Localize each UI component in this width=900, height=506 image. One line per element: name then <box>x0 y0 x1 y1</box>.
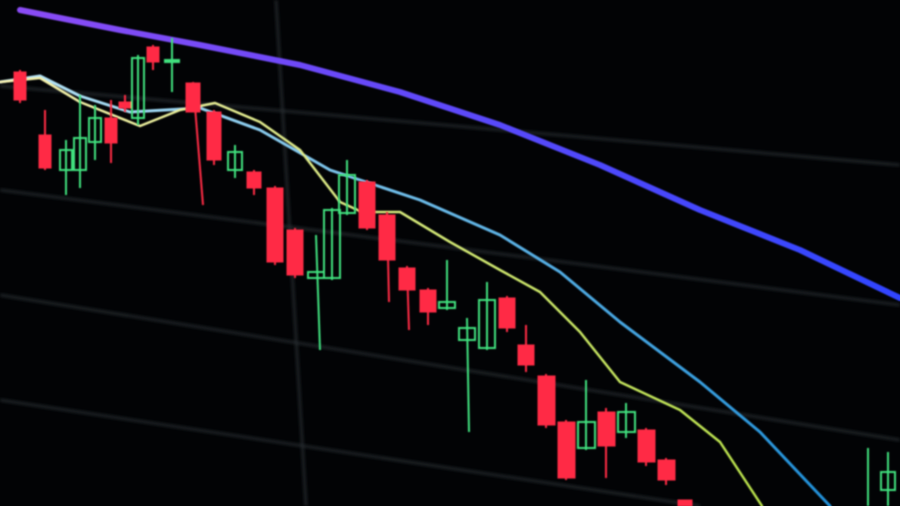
candle <box>73 95 87 188</box>
body <box>131 57 145 119</box>
candle <box>677 499 693 506</box>
body <box>398 267 416 291</box>
body <box>657 459 676 481</box>
body <box>458 327 476 341</box>
candle <box>38 110 52 170</box>
candle <box>537 374 556 428</box>
body <box>118 101 132 109</box>
body <box>577 421 596 449</box>
candle <box>378 211 396 303</box>
candle <box>657 458 676 485</box>
candle <box>13 70 27 103</box>
candle <box>104 100 118 163</box>
body <box>358 181 376 229</box>
candle <box>206 110 222 165</box>
candles <box>13 38 896 506</box>
wick <box>466 317 470 433</box>
body <box>246 171 262 189</box>
body <box>557 421 576 479</box>
grid-line <box>0 294 900 441</box>
body <box>677 499 693 506</box>
candle <box>164 38 180 92</box>
body <box>206 111 222 161</box>
body <box>419 289 437 313</box>
body <box>498 297 516 329</box>
body <box>617 411 636 433</box>
body <box>478 299 496 349</box>
body <box>323 209 341 279</box>
long-average-line <box>17 7 900 301</box>
candle <box>227 145 243 178</box>
candle <box>577 380 596 450</box>
grid-line <box>0 189 900 306</box>
candle <box>637 428 656 466</box>
candle <box>498 296 516 332</box>
candle <box>286 228 304 278</box>
body <box>146 46 160 63</box>
candle <box>323 208 341 280</box>
candle <box>880 452 896 506</box>
candle <box>438 260 456 310</box>
candle <box>146 45 160 70</box>
candle <box>59 140 73 195</box>
body <box>13 71 27 101</box>
body <box>266 187 284 263</box>
body <box>227 151 243 171</box>
candle <box>338 160 356 215</box>
candle <box>458 317 476 433</box>
body <box>38 134 52 169</box>
candle <box>557 420 576 480</box>
body <box>164 59 180 63</box>
body <box>59 149 73 171</box>
body <box>597 411 616 447</box>
body <box>537 375 556 426</box>
body <box>73 137 87 171</box>
grid-line <box>0 85 900 166</box>
body <box>185 82 201 113</box>
candle <box>88 105 102 160</box>
body <box>378 214 396 261</box>
candle <box>246 170 262 195</box>
body <box>637 429 656 463</box>
candle <box>266 186 284 265</box>
body <box>286 229 304 276</box>
body <box>104 117 118 144</box>
candle <box>617 403 636 438</box>
candle <box>597 408 616 478</box>
candle <box>517 325 535 372</box>
candle <box>358 180 376 230</box>
candle <box>478 282 496 350</box>
grid-line <box>0 399 701 506</box>
body <box>517 344 535 366</box>
candle <box>185 81 204 206</box>
body <box>880 471 896 491</box>
wick <box>315 234 321 351</box>
candle <box>131 55 145 125</box>
candle <box>398 265 416 331</box>
body <box>438 301 456 309</box>
body <box>338 174 356 214</box>
body <box>88 117 102 143</box>
candle <box>419 288 437 325</box>
